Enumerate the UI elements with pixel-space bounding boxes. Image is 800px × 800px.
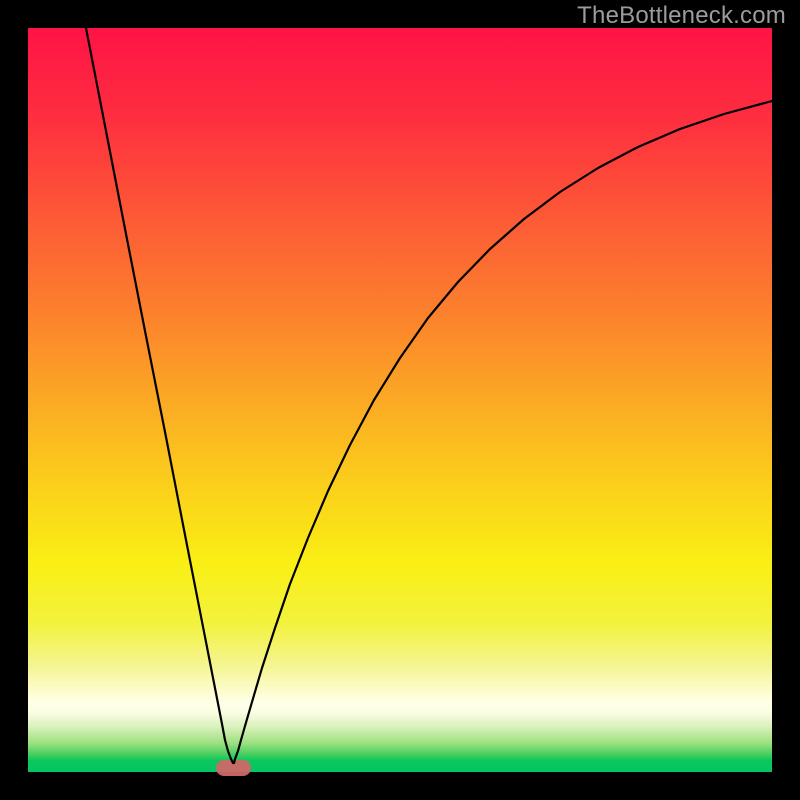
bottleneck-chart bbox=[0, 0, 800, 800]
watermark-text: TheBottleneck.com bbox=[577, 2, 786, 30]
chart-container: { "watermark": "TheBottleneck.com", "cha… bbox=[0, 0, 800, 800]
plot-bg bbox=[28, 28, 772, 772]
